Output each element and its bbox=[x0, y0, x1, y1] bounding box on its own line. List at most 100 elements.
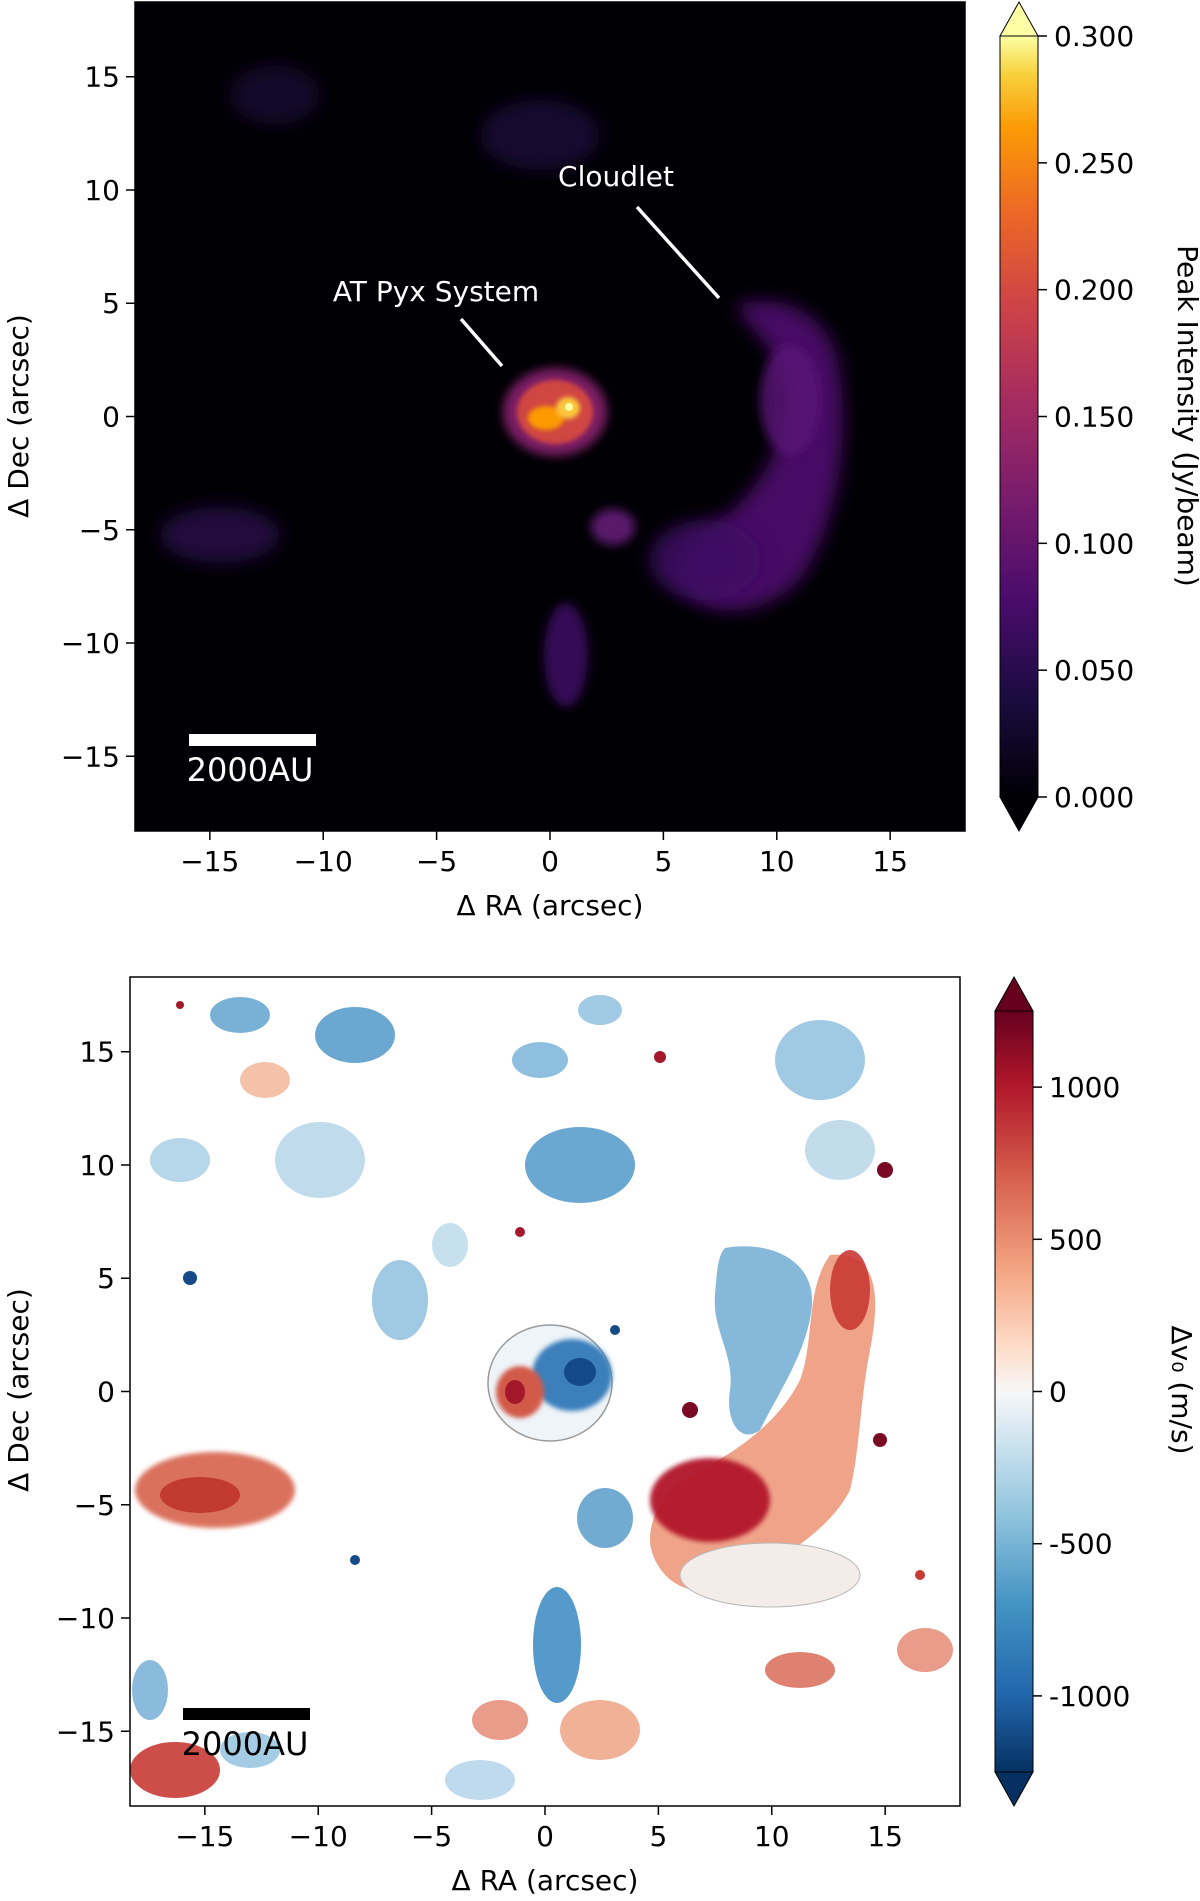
north-west-faint-patch bbox=[230, 65, 320, 125]
sw-blue-patch bbox=[132, 1660, 168, 1720]
western-red-core bbox=[160, 1477, 240, 1513]
top-colorbar-ticks: 0.000 0.050 0.100 0.150 0.200 0.250 0.300 bbox=[1038, 20, 1134, 814]
bottom-y-tick-label: −5 bbox=[74, 1489, 115, 1522]
east-red-patch-2 bbox=[897, 1628, 953, 1672]
top-y-tick-label: −15 bbox=[61, 740, 120, 773]
at-pyx-arrow bbox=[459, 317, 504, 368]
southern-blob-velocity bbox=[577, 1488, 633, 1548]
cloudlet-red-ridge bbox=[830, 1250, 870, 1330]
top-x-tick-label: −10 bbox=[294, 845, 353, 878]
velocity-residual-panel: 2000AU −15 −10 −5 0 5 10 15 −15 −10 −5 0 5 10 15 Δ R… bbox=[2, 975, 1198, 1897]
bottom-x-tick-label: 0 bbox=[536, 1820, 554, 1853]
speck-3 bbox=[183, 1271, 197, 1285]
cloudlet-core bbox=[760, 345, 820, 455]
disk-blue-core bbox=[564, 1358, 596, 1386]
speck-4 bbox=[682, 1402, 698, 1418]
top-colorbar-tick-label: 0.100 bbox=[1054, 527, 1134, 560]
top-y-tick-label: −10 bbox=[61, 627, 120, 660]
clump-ne-2 bbox=[805, 1120, 875, 1180]
top-colorbar-tick-label: 0.150 bbox=[1054, 401, 1134, 434]
top-x-axis-label: Δ RA (arcsec) bbox=[457, 889, 644, 922]
bottom-colorbar-tick-label: 0 bbox=[1049, 1376, 1067, 1409]
bottom-colorbar-label: Δv₀ (m/s) bbox=[1165, 1326, 1198, 1455]
top-emission-layer bbox=[160, 65, 843, 707]
bottom-colorbar-tick-label: 1000 bbox=[1049, 1071, 1120, 1104]
clump-nw-1 bbox=[210, 997, 270, 1033]
south-red-patch-1 bbox=[560, 1700, 640, 1760]
cloudlet-arrow bbox=[635, 205, 721, 300]
top-colorbar-tick-label: 0.250 bbox=[1054, 147, 1134, 180]
top-colorbar-label: Peak Intensity (Jy/beam) bbox=[1171, 245, 1200, 587]
top-colorbar-tick-label: 0.050 bbox=[1054, 654, 1134, 687]
top-y-tick-label: 5 bbox=[102, 287, 120, 320]
disk-red-core bbox=[505, 1380, 525, 1404]
top-x-tick-label: 5 bbox=[654, 845, 672, 878]
speck-6 bbox=[610, 1325, 620, 1335]
top-x-tick-label: 0 bbox=[541, 845, 559, 878]
speck-10 bbox=[915, 1570, 925, 1580]
disk-peak bbox=[565, 403, 573, 411]
bottom-y-tick-label: 0 bbox=[97, 1376, 115, 1409]
bottom-y-tick-label: 15 bbox=[79, 1036, 115, 1069]
east-red-patch bbox=[765, 1652, 835, 1688]
top-colorbar-tick-label: 0.300 bbox=[1054, 20, 1134, 53]
top-y-tick-label: 15 bbox=[84, 61, 120, 94]
top-y-axis-label: Δ Dec (arcsec) bbox=[2, 314, 35, 518]
speck-1 bbox=[654, 1051, 666, 1063]
clump-mid-w bbox=[372, 1260, 428, 1340]
cloudlet-red-core bbox=[650, 1458, 770, 1542]
speck-5 bbox=[873, 1433, 887, 1447]
bottom-y-axis: −15 −10 −5 0 5 10 15 bbox=[56, 1036, 130, 1748]
clump-nw-2 bbox=[315, 1007, 395, 1063]
cloudlet-lower-wing bbox=[650, 520, 760, 600]
cloudlet-label: Cloudlet bbox=[558, 160, 674, 193]
bottom-colorbar-body bbox=[994, 1010, 1034, 1773]
bottom-y-tick-label: −10 bbox=[56, 1602, 115, 1635]
bottom-residual-layer bbox=[130, 995, 953, 1800]
top-x-axis: −15 −10 −5 0 5 10 15 bbox=[180, 831, 908, 878]
bottom-y-tick-label: 10 bbox=[79, 1149, 115, 1182]
disk-bright-left bbox=[528, 406, 564, 430]
cloudlet-blue-lobe bbox=[714, 1246, 813, 1435]
w-blue-patch bbox=[220, 1732, 280, 1768]
bottom-colorbar: -1000 -500 0 500 1000 Δv₀ (m/s) bbox=[994, 975, 1198, 1808]
top-colorbar-extend-max bbox=[999, 0, 1039, 37]
clump-nw-3 bbox=[275, 1122, 365, 1198]
southern-blob bbox=[591, 509, 635, 545]
south-red-patch-2 bbox=[472, 1700, 528, 1740]
top-y-tick-label: −5 bbox=[79, 514, 120, 547]
bottom-x-tick-label: 5 bbox=[649, 1820, 667, 1853]
cloudlet-pale-south bbox=[679, 1542, 861, 1608]
peak-intensity-panel: AT Pyx System Cloudlet 2000AU −15 −10 −5 0 5… bbox=[2, 0, 1200, 922]
clump-n-1 bbox=[525, 1127, 635, 1203]
clump-n-3 bbox=[578, 995, 622, 1025]
northern-faint-patch bbox=[480, 100, 600, 170]
bottom-colorbar-extend-min bbox=[994, 1771, 1034, 1808]
bottom-x-tick-label: −15 bbox=[175, 1820, 234, 1853]
bottom-y-axis-label: Δ Dec (arcsec) bbox=[2, 1288, 35, 1492]
top-x-tick-label: −5 bbox=[416, 845, 457, 878]
clump-nw-5 bbox=[150, 1138, 210, 1182]
top-y-axis: −15 −10 −5 0 5 10 15 bbox=[61, 61, 135, 773]
clump-mid-c bbox=[432, 1223, 468, 1267]
southern-tail-velocity bbox=[533, 1587, 581, 1703]
sw-red-patch bbox=[130, 1742, 220, 1798]
speck-8 bbox=[515, 1227, 525, 1237]
top-colorbar-tick-label: 0.200 bbox=[1054, 274, 1134, 307]
western-faint-patch bbox=[160, 507, 280, 563]
speck-9 bbox=[176, 1001, 184, 1009]
speck-2 bbox=[877, 1162, 893, 1178]
top-y-tick-label: 10 bbox=[84, 174, 120, 207]
bottom-y-tick-label: 5 bbox=[97, 1262, 115, 1295]
bottom-colorbar-tick-label: 500 bbox=[1049, 1223, 1102, 1256]
top-x-tick-label: −15 bbox=[180, 845, 239, 878]
bottom-y-tick-label: −15 bbox=[56, 1715, 115, 1748]
top-x-tick-label: 15 bbox=[872, 845, 908, 878]
top-y-tick-label: 0 bbox=[102, 401, 120, 434]
clump-ne-1 bbox=[775, 1020, 865, 1100]
bottom-colorbar-extend-max bbox=[994, 975, 1034, 1012]
at-pyx-label: AT Pyx System bbox=[333, 275, 539, 308]
bottom-x-tick-label: 15 bbox=[867, 1820, 903, 1853]
